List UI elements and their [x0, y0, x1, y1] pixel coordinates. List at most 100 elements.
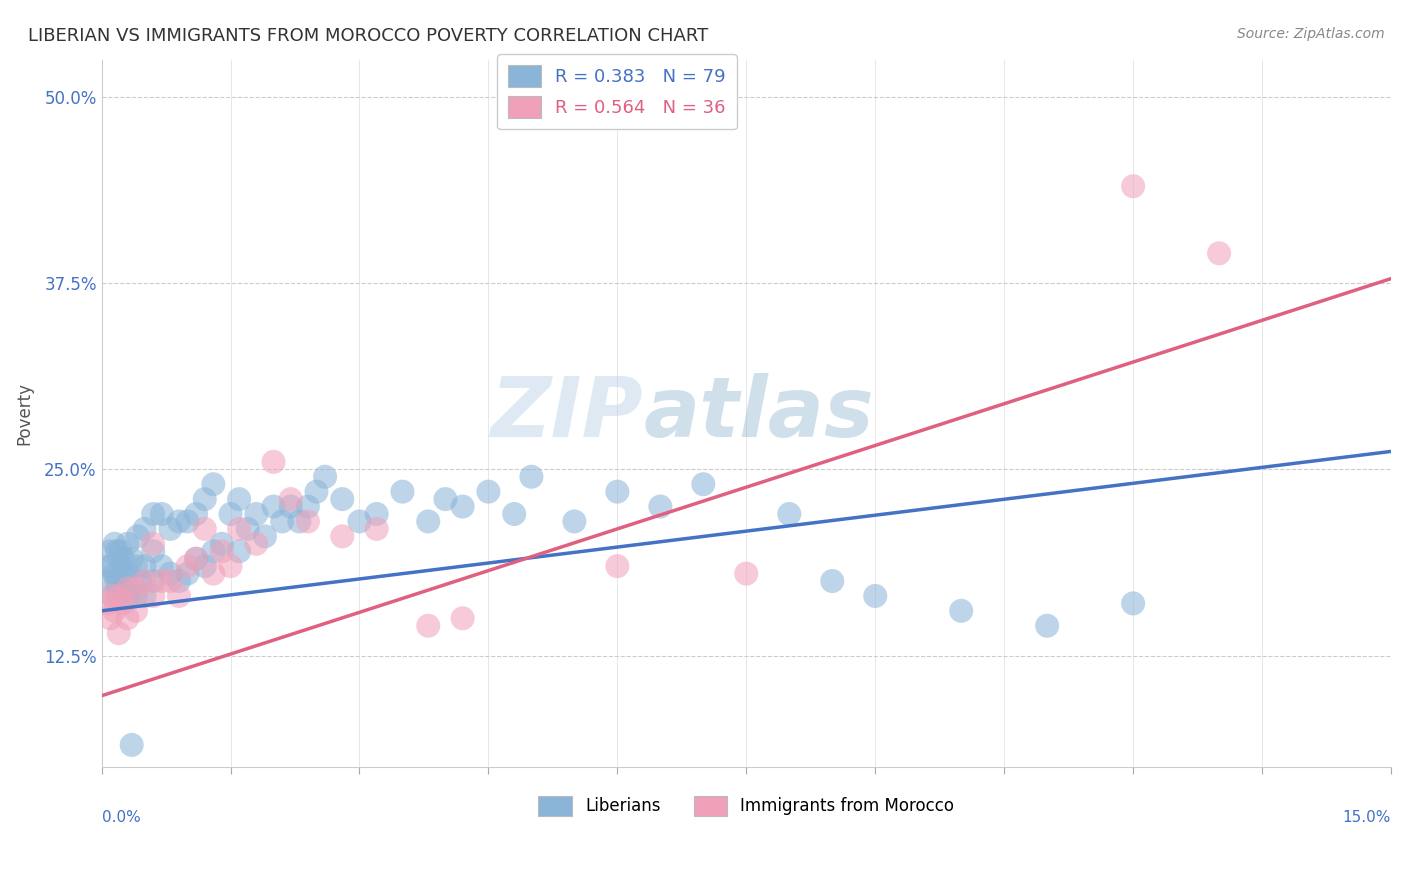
Point — [98, 544, 121, 558]
Point — [950, 604, 973, 618]
Point — [202, 544, 225, 558]
Point — [103, 566, 125, 581]
Point — [159, 522, 181, 536]
Point — [245, 507, 267, 521]
Point — [142, 589, 165, 603]
Point — [349, 515, 371, 529]
Point — [236, 522, 259, 536]
Text: 0.0%: 0.0% — [101, 810, 141, 825]
Point — [107, 589, 129, 603]
Point — [150, 559, 173, 574]
Point — [305, 484, 328, 499]
Point — [821, 574, 844, 588]
Point — [167, 589, 190, 603]
Point — [134, 589, 156, 603]
Point — [97, 559, 120, 574]
Point — [103, 604, 125, 618]
Point — [150, 507, 173, 521]
Point — [176, 566, 198, 581]
Y-axis label: Poverty: Poverty — [15, 382, 32, 445]
Point — [297, 515, 319, 529]
Text: ZIP: ZIP — [491, 373, 643, 454]
Legend: Liberians, Immigrants from Morocco: Liberians, Immigrants from Morocco — [531, 789, 962, 822]
Point — [107, 626, 129, 640]
Point — [98, 574, 121, 588]
Point — [263, 455, 285, 469]
Point — [606, 559, 628, 574]
Point — [211, 537, 233, 551]
Point — [202, 566, 225, 581]
Point — [112, 596, 135, 610]
Point — [142, 507, 165, 521]
Point — [129, 574, 152, 588]
Point — [121, 551, 143, 566]
Point — [103, 537, 125, 551]
Text: 15.0%: 15.0% — [1343, 810, 1391, 825]
Text: atlas: atlas — [643, 373, 873, 454]
Point — [97, 596, 120, 610]
Point — [288, 515, 311, 529]
Point — [118, 574, 141, 588]
Point — [692, 477, 714, 491]
Point — [125, 604, 148, 618]
Point — [228, 522, 250, 536]
Point — [245, 537, 267, 551]
Point — [101, 589, 124, 603]
Point — [167, 515, 190, 529]
Point — [105, 544, 128, 558]
Point — [451, 500, 474, 514]
Point — [606, 484, 628, 499]
Point — [1036, 618, 1059, 632]
Point — [330, 529, 353, 543]
Point — [127, 529, 149, 543]
Point — [228, 492, 250, 507]
Point — [112, 582, 135, 596]
Point — [186, 551, 208, 566]
Point — [366, 522, 388, 536]
Point — [219, 507, 242, 521]
Point — [735, 566, 758, 581]
Point — [211, 544, 233, 558]
Point — [280, 492, 302, 507]
Point — [121, 738, 143, 752]
Point — [176, 559, 198, 574]
Point — [107, 574, 129, 588]
Point — [117, 566, 139, 581]
Point — [219, 559, 242, 574]
Point — [150, 574, 173, 588]
Point — [117, 582, 139, 596]
Point — [297, 500, 319, 514]
Point — [418, 515, 440, 529]
Point — [186, 551, 208, 566]
Point — [366, 507, 388, 521]
Point — [314, 469, 336, 483]
Point — [778, 507, 800, 521]
Point — [134, 559, 156, 574]
Point — [134, 574, 156, 588]
Point — [110, 559, 132, 574]
Point — [125, 589, 148, 603]
Point — [176, 515, 198, 529]
Point — [434, 492, 457, 507]
Point — [503, 507, 526, 521]
Point — [142, 537, 165, 551]
Point — [159, 574, 181, 588]
Point — [1122, 596, 1144, 610]
Point — [125, 582, 148, 596]
Point — [650, 500, 672, 514]
Point — [520, 469, 543, 483]
Point — [194, 492, 217, 507]
Point — [564, 515, 586, 529]
Point — [418, 618, 440, 632]
Point — [107, 589, 129, 603]
Point — [451, 611, 474, 625]
Point — [228, 544, 250, 558]
Point — [167, 574, 190, 588]
Text: LIBERIAN VS IMMIGRANTS FROM MOROCCO POVERTY CORRELATION CHART: LIBERIAN VS IMMIGRANTS FROM MOROCCO POVE… — [28, 27, 709, 45]
Point — [117, 537, 139, 551]
Point — [865, 589, 887, 603]
Point — [1122, 179, 1144, 194]
Point — [98, 611, 121, 625]
Point — [142, 544, 165, 558]
Text: Source: ZipAtlas.com: Source: ZipAtlas.com — [1237, 27, 1385, 41]
